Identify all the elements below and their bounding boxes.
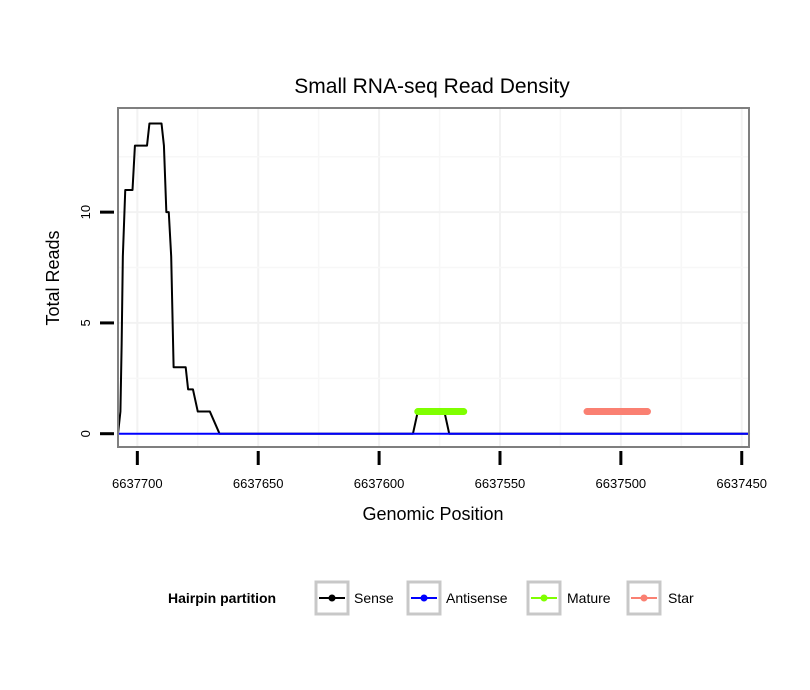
- legend-item-antisense: Antisense: [406, 580, 508, 616]
- legend-key-dot: [420, 594, 428, 602]
- chart-title: Small RNA-seq Read Density: [294, 75, 570, 98]
- legend-label: Star: [668, 590, 694, 606]
- x-tick-label: 6637550: [475, 476, 526, 491]
- y-tick-label: 10: [78, 205, 93, 219]
- legend-title: Hairpin partition: [168, 590, 276, 606]
- panel-background: [118, 108, 749, 447]
- y-tick-label: 0: [78, 430, 93, 437]
- legend-items: Sense Antisense Mature Star: [314, 580, 694, 616]
- y-axis-title: Total Reads: [43, 230, 63, 325]
- x-tick-label: 6637700: [112, 476, 163, 491]
- legend-label: Sense: [354, 590, 394, 606]
- x-tick-label: 6637450: [716, 476, 767, 491]
- legend-label: Antisense: [446, 590, 508, 606]
- y-tick-label: 5: [78, 319, 93, 326]
- x-tick-label: 6637500: [596, 476, 647, 491]
- y-axis: 0 5 10: [78, 205, 114, 437]
- legend-item-mature: Mature: [526, 580, 611, 616]
- x-tick-label: 6637650: [233, 476, 284, 491]
- legend-item-sense: Sense: [314, 580, 394, 616]
- legend-item-star: Star: [626, 580, 694, 616]
- x-axis: 6637700 6637650 6637600 6637550 6637500 66374…: [112, 451, 767, 491]
- legend-key-dot: [328, 594, 336, 602]
- legend: Hairpin partition Sense Antisense Mature St…: [168, 580, 694, 616]
- legend-label: Mature: [567, 590, 611, 606]
- x-tick-label: 6637600: [354, 476, 405, 491]
- series-layer: [117, 122, 750, 435]
- x-axis-title: Genomic Position: [362, 504, 503, 524]
- panel-border: [117, 107, 750, 448]
- plot-panel: [117, 107, 750, 448]
- legend-key-dot: [640, 594, 648, 602]
- legend-key-dot: [540, 594, 548, 602]
